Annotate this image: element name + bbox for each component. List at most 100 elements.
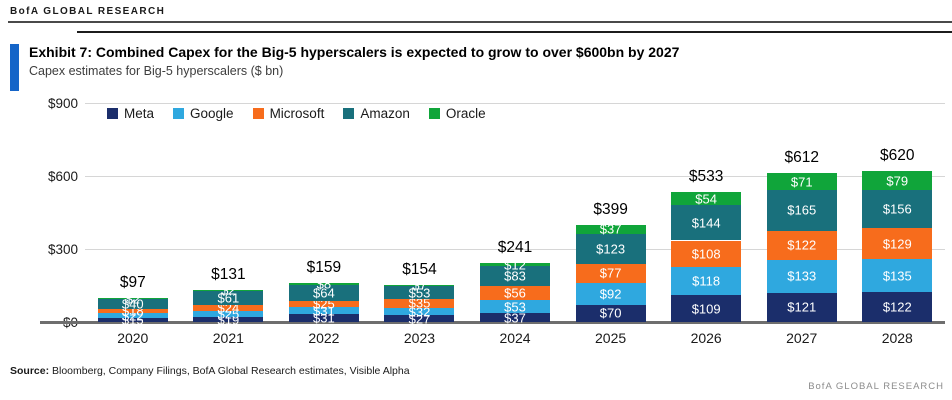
x-axis-label: 2026 bbox=[690, 330, 722, 346]
bar-total-label: $159 bbox=[306, 259, 342, 277]
x-axis-label: 2021 bbox=[212, 330, 244, 346]
segment-value-label: $122 bbox=[882, 299, 912, 315]
bar-total-label: $620 bbox=[880, 146, 915, 164]
bar-segment-google-2025: $92 bbox=[575, 282, 646, 305]
segment-value-label: $118 bbox=[692, 273, 721, 289]
x-axis-label: 2020 bbox=[117, 330, 149, 346]
x-axis-label: 2028 bbox=[881, 330, 913, 346]
bar-segment-amazon-2020: $40 bbox=[97, 296, 168, 311]
bar-segment-google-2022: $31 bbox=[288, 303, 359, 318]
gridline-600 bbox=[85, 176, 945, 177]
gridline-900 bbox=[85, 103, 945, 104]
legend-swatch-icon bbox=[343, 108, 355, 119]
bar-segment-microsoft-2028: $129 bbox=[862, 228, 933, 260]
segment-value-label: $31 bbox=[313, 310, 335, 326]
segment-value-label: $54 bbox=[695, 191, 718, 207]
bar-segment-meta-2024: $37 bbox=[480, 310, 551, 325]
bar-segment-oracle-2028: $79 bbox=[862, 170, 933, 191]
segment-value-label: $32 bbox=[408, 304, 431, 320]
segment-value-label: $31 bbox=[313, 303, 335, 319]
legend-label: Microsoft bbox=[269, 106, 325, 121]
bar-segment-microsoft-2027: $122 bbox=[766, 230, 837, 261]
segment-value-label: $156 bbox=[882, 201, 912, 217]
legend-label: Oracle bbox=[445, 106, 486, 121]
bar-total-label: $533 bbox=[688, 168, 724, 186]
chart-legend: Meta Google Microsoft Amazon Oracle bbox=[107, 106, 486, 121]
bar-segment-google-2028: $135 bbox=[862, 259, 933, 293]
segment-value-label: $53 bbox=[504, 299, 526, 315]
legend-item-meta: Meta bbox=[107, 106, 154, 121]
segment-value-label: $165 bbox=[787, 202, 817, 218]
legend-label: Google bbox=[190, 106, 234, 121]
capex-stacked-bar-chart: $900 $600 $300 $0 $15$22$18$40$2$972020$… bbox=[0, 92, 952, 354]
segment-value-label: $92 bbox=[599, 286, 622, 302]
bar-segment-oracle-2022: $8 bbox=[288, 277, 359, 292]
bar-segment-amazon-2023: $53 bbox=[384, 285, 455, 301]
y-axis-tick: $600 bbox=[47, 169, 78, 184]
bar-segment-oracle-2024: $12 bbox=[480, 257, 551, 272]
segment-value-label: $35 bbox=[408, 295, 431, 311]
segment-value-label: $2 bbox=[125, 291, 141, 307]
segment-value-label: $79 bbox=[886, 173, 909, 189]
segment-value-label: $61 bbox=[217, 290, 240, 306]
bar-column-2021: $19 $25 $24 $61 $2 $131 2021 bbox=[181, 103, 277, 346]
bar-segment-microsoft-2022: $25 bbox=[288, 296, 359, 311]
x-axis-label: 2022 bbox=[308, 330, 340, 346]
bar-segment-meta-2028: $122 bbox=[862, 292, 933, 322]
x-axis-label: 2023 bbox=[403, 330, 436, 346]
bar-total-label: $154 bbox=[402, 260, 437, 278]
bar-segment-google-2023: $32 bbox=[384, 304, 455, 319]
bar-column-2024: $37 $53 $56 $83 $12 $241 2024 bbox=[467, 103, 563, 346]
segment-value-label: $8 bbox=[316, 276, 332, 292]
bar-total-label: $399 bbox=[593, 200, 628, 218]
bar-column-2026: $109 $118 $108 $144 $54 $533 2026 bbox=[658, 103, 754, 346]
segment-value-label: $37 bbox=[504, 310, 526, 325]
bar-column-2027: $121 $133 $122 $165 $71 $612 2027 bbox=[754, 103, 850, 346]
segment-value-label: $129 bbox=[882, 236, 912, 252]
segment-value-label: $56 bbox=[504, 285, 526, 301]
legend-item-microsoft: Microsoft bbox=[252, 106, 325, 121]
brand-header: BofA GLOBAL RESEARCH bbox=[10, 6, 166, 17]
bar-total-label: $131 bbox=[211, 266, 246, 284]
segment-value-label: $133 bbox=[787, 268, 817, 284]
exhibit-top-rule bbox=[77, 31, 952, 33]
y-axis-tick: $900 bbox=[47, 96, 78, 111]
bar-segment-google-2027: $133 bbox=[766, 260, 837, 293]
bar-column-2022: $31 $31 $25 $64 $8 $159 2022 bbox=[276, 103, 372, 346]
bar-segment-microsoft-2024: $56 bbox=[480, 285, 551, 301]
bar-segment-google-2024: $53 bbox=[480, 299, 551, 315]
legend-label: Meta bbox=[124, 106, 155, 121]
legend-label: Amazon bbox=[360, 106, 410, 121]
segment-value-label: $37 bbox=[599, 221, 622, 237]
brand-footer: BofA GLOBAL RESEARCH bbox=[808, 381, 944, 392]
segment-value-label: $122 bbox=[787, 237, 817, 253]
bar-column-2025: $70 $92 $77 $123 $37 $399 2025 bbox=[563, 103, 659, 346]
bar-segment-amazon-2021: $61 bbox=[193, 290, 264, 306]
bar-segment-microsoft-2026: $108 bbox=[671, 240, 742, 267]
bar-segment-google-2026: $118 bbox=[671, 266, 742, 296]
segment-value-label: $53 bbox=[408, 285, 431, 301]
bar-segment-meta-2022: $31 bbox=[288, 311, 359, 326]
bar-total-label: $241 bbox=[497, 239, 533, 257]
segment-value-label: $123 bbox=[596, 241, 626, 257]
legend-swatch-icon bbox=[107, 108, 118, 119]
source-label: Source: bbox=[10, 365, 50, 377]
segment-value-label: $83 bbox=[504, 268, 526, 284]
bar-segment-oracle-2027: $71 bbox=[766, 173, 837, 191]
bar-segment-meta-2027: $121 bbox=[766, 292, 837, 322]
x-axis-label: 2027 bbox=[786, 330, 818, 346]
bar-column-2023: $27 $32 $35 $53 $7 $154 2023 bbox=[372, 103, 468, 346]
bar-column-2020: $15 $22 $18 $40 $2 $97 2020 bbox=[85, 103, 181, 346]
segment-value-label: $121 bbox=[787, 299, 817, 315]
segment-value-label: $7 bbox=[412, 277, 427, 293]
legend-item-oracle: Oracle bbox=[428, 106, 486, 121]
y-axis-tick: $300 bbox=[47, 242, 78, 257]
bar-segment-oracle-2023: $7 bbox=[384, 278, 455, 293]
segment-value-label: $144 bbox=[691, 215, 721, 231]
bar-segment-amazon-2027: $165 bbox=[766, 190, 837, 231]
source-text: Bloomberg, Company Filings, BofA Global … bbox=[49, 365, 410, 377]
bar-total-label: $97 bbox=[119, 274, 146, 292]
bar-segment-meta-2026: $109 bbox=[671, 295, 742, 322]
x-axis-line bbox=[40, 321, 945, 324]
exhibit-subtitle: Capex estimates for Big-5 hyperscalers (… bbox=[29, 64, 284, 78]
